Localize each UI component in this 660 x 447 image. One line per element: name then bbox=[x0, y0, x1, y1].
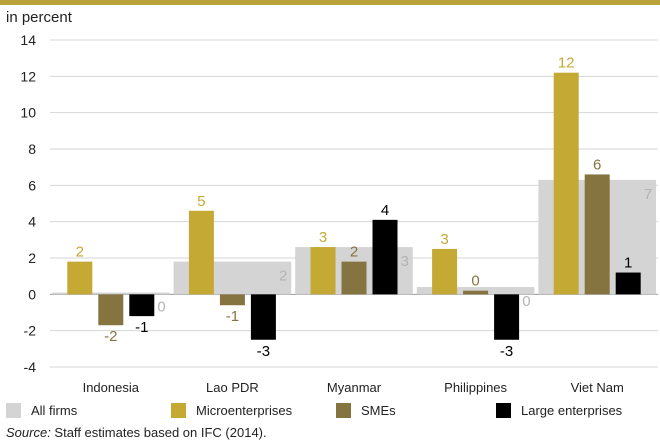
legend-swatch bbox=[6, 403, 21, 418]
bar-microenterprises bbox=[553, 72, 579, 295]
y-tick-label: 4 bbox=[28, 214, 36, 230]
legend-item: Large enterprises bbox=[496, 403, 622, 418]
legend-label: Microenterprises bbox=[196, 403, 293, 418]
bar-large-enterprises bbox=[129, 294, 155, 317]
bar-smes bbox=[341, 261, 367, 295]
legend-item: SMEs bbox=[336, 403, 396, 418]
data-label: 3 bbox=[319, 229, 327, 246]
data-label: -3 bbox=[257, 343, 270, 360]
data-label: 6 bbox=[593, 156, 601, 173]
data-label-all-firms: 2 bbox=[279, 268, 287, 285]
data-label: -1 bbox=[135, 319, 148, 336]
data-label: 3 bbox=[440, 231, 448, 248]
data-label: 2 bbox=[350, 244, 358, 261]
bar-smes bbox=[584, 174, 610, 295]
source-prefix: Source: bbox=[6, 425, 51, 440]
bar-microenterprises bbox=[432, 248, 458, 295]
x-category-label: Myanmar bbox=[327, 380, 382, 395]
source-text: Staff estimates based on IFC (2014). bbox=[50, 425, 267, 440]
legend-swatch bbox=[336, 403, 351, 418]
legend-swatch bbox=[171, 403, 186, 418]
data-label: 4 bbox=[381, 202, 389, 219]
bar-smes bbox=[98, 294, 124, 326]
data-label: -2 bbox=[104, 328, 117, 345]
y-tick-label: 2 bbox=[28, 250, 36, 266]
data-label-all-firms: 0 bbox=[157, 299, 165, 316]
legend-swatch bbox=[496, 403, 511, 418]
bar-microenterprises bbox=[310, 247, 336, 295]
data-label: 5 bbox=[197, 193, 205, 210]
legend-label: All firms bbox=[31, 403, 78, 418]
bar-all-firms bbox=[52, 292, 170, 295]
data-label: 12 bbox=[558, 55, 575, 72]
data-label-all-firms: 7 bbox=[644, 186, 652, 203]
y-tick-label: 14 bbox=[20, 32, 36, 48]
bar-large-enterprises bbox=[615, 272, 641, 295]
bar-microenterprises bbox=[67, 261, 93, 295]
legend-label: Large enterprises bbox=[521, 403, 623, 418]
bar-smes bbox=[463, 290, 489, 295]
data-label-all-firms: 0 bbox=[522, 293, 530, 310]
data-label-all-firms: 3 bbox=[401, 253, 409, 270]
bar-microenterprises bbox=[188, 210, 214, 295]
x-category-label: Viet Nam bbox=[571, 380, 624, 395]
y-tick-label: -2 bbox=[24, 323, 37, 339]
data-label: 1 bbox=[624, 255, 632, 272]
legend-item: All firms bbox=[6, 403, 77, 418]
y-tick-label: 0 bbox=[28, 286, 36, 302]
source-note: Source: Staff estimates based on IFC (20… bbox=[6, 425, 267, 440]
y-tick-label: 10 bbox=[20, 105, 36, 121]
y-tick-label: 12 bbox=[20, 68, 36, 84]
bar-large-enterprises bbox=[494, 294, 520, 340]
y-tick-label: 6 bbox=[28, 177, 36, 193]
x-category-label: Lao PDR bbox=[206, 380, 259, 395]
y-tick-label: -4 bbox=[24, 359, 37, 375]
data-label: -3 bbox=[500, 343, 513, 360]
data-label: 2 bbox=[76, 244, 84, 261]
x-category-label: Indonesia bbox=[83, 380, 140, 395]
x-category-label: Philippines bbox=[444, 380, 507, 395]
y-tick-label: 8 bbox=[28, 141, 36, 157]
bar-large-enterprises bbox=[372, 219, 398, 295]
data-label: -1 bbox=[226, 308, 239, 325]
top-accent-strip bbox=[0, 0, 660, 5]
legend-label: SMEs bbox=[361, 403, 396, 418]
bar-smes bbox=[219, 294, 245, 306]
bar-large-enterprises bbox=[250, 294, 276, 340]
bar-chart: -4-2024681012142-2-10Indonesia5-1-32Lao … bbox=[20, 32, 658, 395]
data-label: 0 bbox=[471, 273, 479, 290]
chart-legend: All firms Microenterprises SMEs Large enter… bbox=[6, 403, 656, 423]
legend-item: Microenterprises bbox=[171, 403, 292, 418]
unit-label: in percent bbox=[6, 9, 72, 26]
